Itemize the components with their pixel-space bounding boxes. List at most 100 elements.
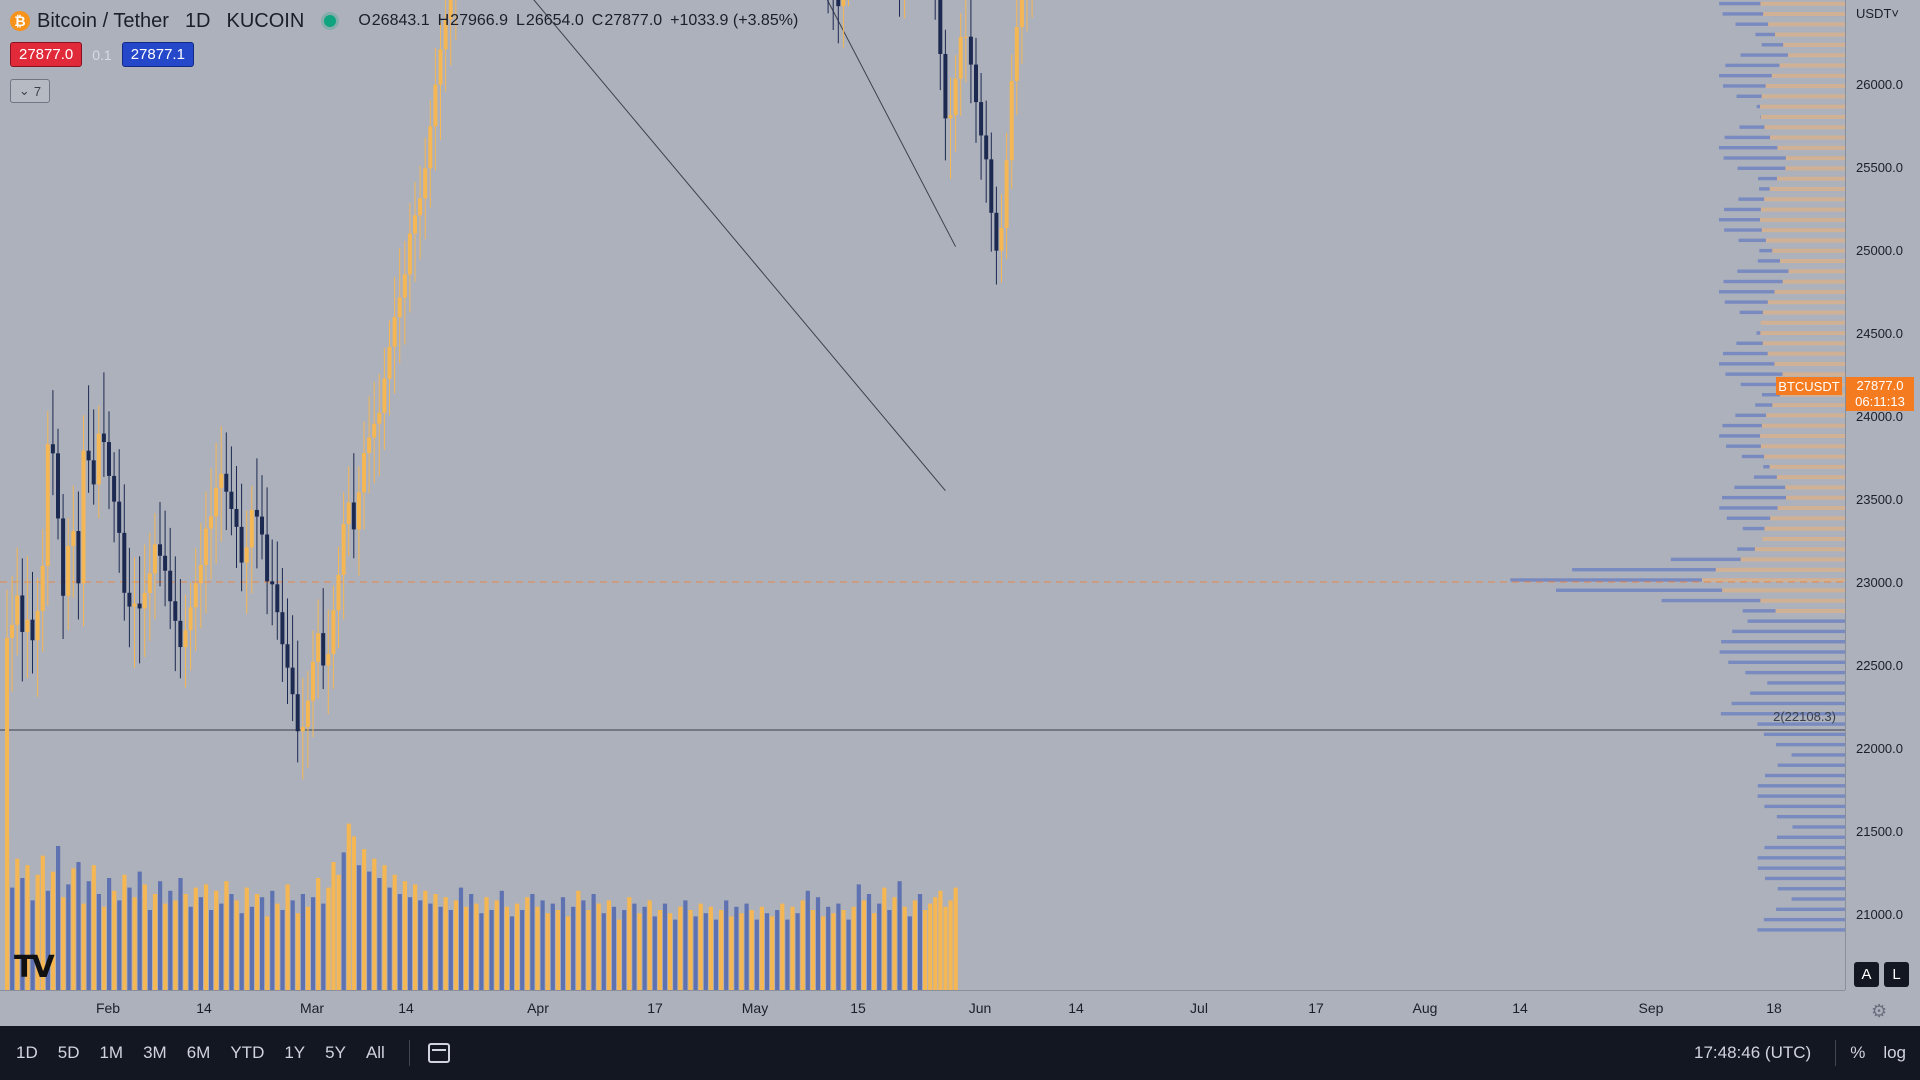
profile-value-area	[1761, 228, 1845, 233]
calendar-icon[interactable]	[427, 1043, 450, 1063]
candle-body	[229, 491, 234, 509]
interval-label[interactable]: 1D	[184, 9, 211, 32]
ohlc-values: O26843.1 H27966.9 L26654.0 C27877.0 +103…	[358, 12, 798, 30]
log-scale-button[interactable]: log	[1883, 1043, 1906, 1062]
scale-buttons: A L	[1854, 962, 1909, 987]
range-button-5y[interactable]: 5Y	[325, 1043, 346, 1062]
profile-value-area	[1777, 506, 1845, 511]
profile-value-area	[1764, 454, 1845, 459]
range-button-ytd[interactable]: YTD	[230, 1043, 265, 1062]
volume-bar	[902, 906, 907, 990]
volume-bar	[270, 890, 275, 990]
volume-bar	[61, 897, 66, 990]
currency-menu[interactable]: USDT˅	[1856, 6, 1899, 21]
ohlc-open: O26843.1	[358, 12, 430, 29]
bitcoin-logo-icon: ₿	[10, 11, 30, 31]
profile-value-area	[1774, 289, 1845, 294]
profile-value-area	[1767, 300, 1845, 305]
profile-value-area	[1776, 475, 1845, 480]
range-button-1y[interactable]: 1Y	[284, 1043, 306, 1062]
percent-scale-button[interactable]: %	[1850, 1043, 1866, 1062]
volume-bar	[785, 919, 790, 990]
volume-bar	[815, 897, 821, 990]
profile-value-area	[1775, 32, 1845, 37]
level-label: 2(22108.3)	[1773, 709, 1836, 724]
profile-value-area	[1771, 73, 1845, 78]
range-button-5d[interactable]: 5D	[57, 1043, 80, 1062]
candle-body	[183, 630, 188, 648]
time-tick-label: Aug	[1413, 1000, 1438, 1016]
volume-bar	[831, 913, 836, 990]
settings-gear-icon[interactable]: ⚙	[1871, 1001, 1888, 1021]
profile-bar	[1792, 825, 1845, 829]
trade-buttons: 27877.0 0.1 27877.1	[10, 42, 194, 67]
profile-value-area	[1722, 588, 1845, 593]
profile-value-area	[1767, 351, 1845, 356]
volume-bar	[107, 878, 112, 990]
volume-bar	[173, 900, 178, 990]
tradingview-logo-icon[interactable]: TV	[14, 950, 55, 985]
volume-bar	[489, 910, 494, 990]
volume-bar	[591, 894, 596, 990]
range-button-1d[interactable]: 1D	[16, 1043, 38, 1062]
indicators-collapse-button[interactable]: ⌄ 7	[10, 79, 50, 103]
range-button-3m[interactable]: 3M	[143, 1043, 167, 1062]
profile-bar	[1757, 722, 1845, 726]
candle-body	[101, 433, 106, 443]
profile-bar	[1661, 598, 1845, 603]
range-button-1m[interactable]: 1M	[99, 1043, 124, 1062]
volume-bar	[30, 900, 35, 990]
profile-value-area	[1760, 444, 1845, 449]
price-chart[interactable]: 2(22108.3) 21000.021500.022000.022500.02…	[0, 0, 1920, 1026]
time-tick-label: 15	[850, 1000, 866, 1016]
candle-body	[351, 502, 356, 530]
profile-bar	[1764, 876, 1845, 881]
lock-scale-button[interactable]: L	[1884, 962, 1909, 987]
profile-bar	[1745, 670, 1845, 675]
market-status-icon[interactable]	[324, 15, 337, 27]
price-tick-label: 21500.0	[1856, 824, 1903, 839]
candle-body	[836, 0, 841, 7]
candle-body	[290, 667, 295, 695]
candle-body	[397, 297, 402, 318]
range-button-6m[interactable]: 6M	[186, 1043, 211, 1062]
candle-body	[168, 570, 173, 602]
volume-bar	[744, 903, 749, 990]
profile-value-area	[1770, 135, 1845, 140]
auto-scale-button[interactable]: A	[1854, 962, 1879, 987]
candle-body	[953, 78, 958, 116]
volume-bar	[928, 903, 933, 990]
candle-body	[239, 526, 244, 563]
volume-bar	[45, 890, 50, 990]
volume-bar	[168, 890, 173, 990]
profile-bar	[1731, 701, 1845, 706]
symbol-name[interactable]: Bitcoin / Tether	[37, 9, 169, 32]
profile-value-area	[1761, 94, 1845, 99]
volume-bar	[132, 897, 137, 990]
candle-body	[321, 633, 326, 666]
volume-bar	[571, 906, 576, 990]
price-tick-label: 24000.0	[1856, 409, 1903, 424]
volume-bar	[683, 900, 688, 990]
sell-button[interactable]: 27877.0	[10, 42, 83, 67]
candle-body	[20, 595, 25, 632]
range-button-all[interactable]: All	[365, 1043, 385, 1062]
profile-bar	[1572, 567, 1845, 572]
profile-value-area	[1740, 557, 1845, 562]
volume-bar	[316, 878, 321, 990]
chevron-down-icon: ⌄	[18, 83, 30, 98]
profile-bar	[1723, 156, 1845, 160]
ohlc-low: L26654.0	[516, 12, 584, 29]
candle-body	[984, 135, 989, 160]
profile-value-area	[1762, 310, 1845, 315]
candle-body	[979, 102, 984, 136]
utc-clock[interactable]: 17:48:46 (UTC)	[1694, 1043, 1812, 1062]
buy-button[interactable]: 27877.1	[121, 42, 194, 67]
volume-bar	[509, 916, 515, 990]
profile-bar	[1732, 629, 1845, 634]
candle-body	[254, 509, 259, 517]
candle-body	[438, 49, 443, 85]
candle-body	[341, 523, 346, 575]
candle-body	[45, 444, 50, 566]
volume-bar	[713, 919, 719, 990]
